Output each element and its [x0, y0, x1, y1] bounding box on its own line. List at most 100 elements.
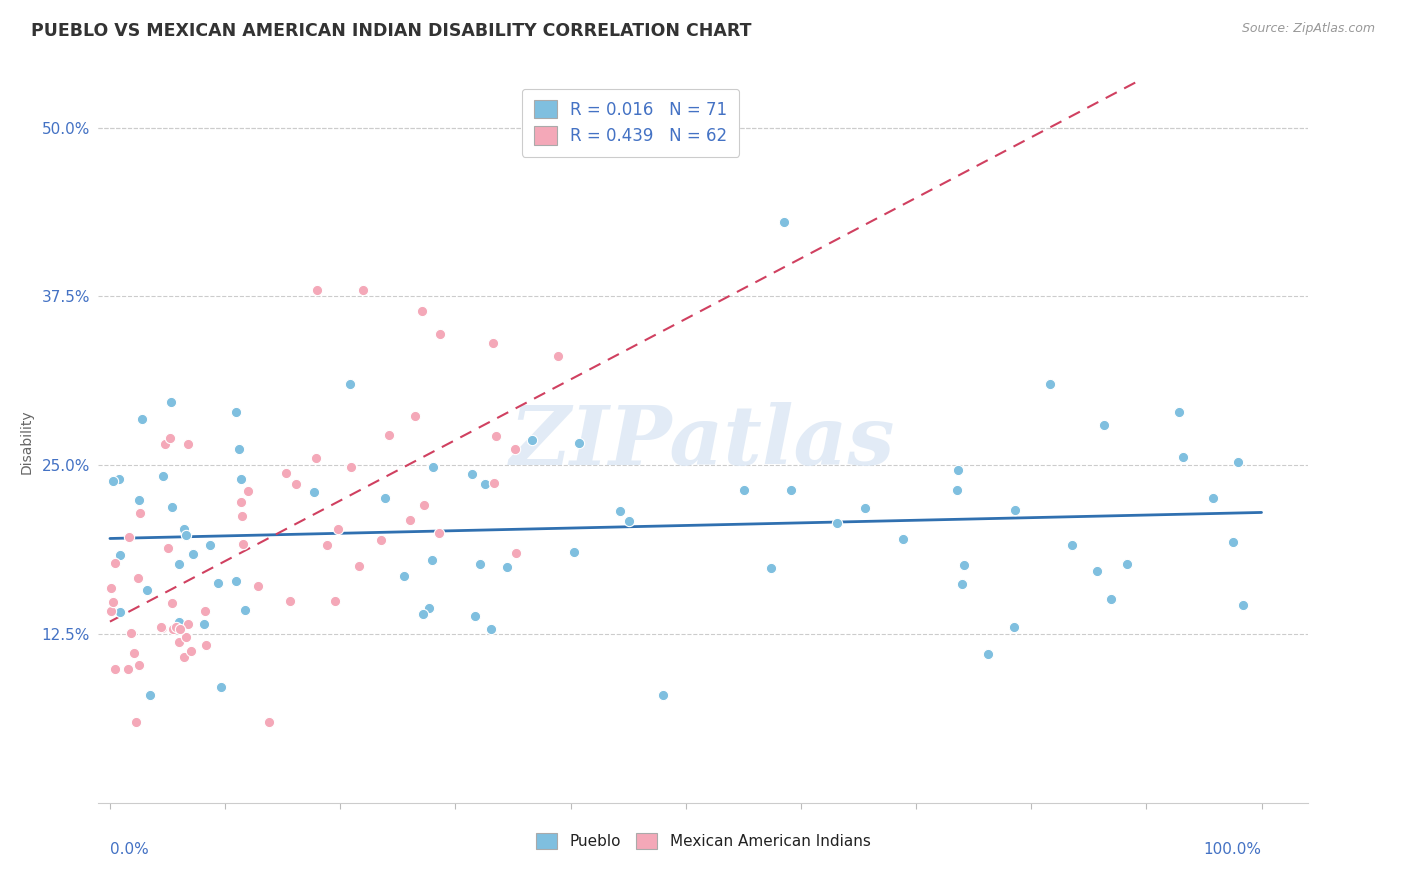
Point	[152, 468, 174, 483]
Text: 0.0%: 0.0%	[110, 842, 149, 856]
Point	[948, 463, 970, 477]
Point	[285, 477, 308, 491]
Point	[173, 522, 195, 536]
Point	[474, 477, 496, 491]
Point	[174, 527, 197, 541]
Point	[780, 483, 803, 497]
Point	[157, 541, 180, 555]
Point	[177, 616, 200, 631]
Point	[110, 549, 132, 563]
Point	[209, 680, 232, 694]
Point	[1085, 565, 1108, 579]
Point	[496, 559, 519, 574]
Point	[482, 475, 505, 490]
Point	[153, 437, 176, 451]
Point	[302, 485, 325, 500]
Point	[165, 620, 187, 634]
Point	[127, 571, 149, 585]
Point	[193, 617, 215, 632]
Point	[100, 604, 122, 618]
Point	[370, 533, 392, 547]
Point	[232, 536, 254, 550]
Point	[1002, 620, 1025, 634]
Point	[464, 609, 486, 624]
Point	[1116, 558, 1139, 572]
Point	[177, 436, 200, 450]
Point	[176, 630, 198, 644]
Text: ZIPatlas: ZIPatlas	[510, 401, 896, 482]
Point	[169, 622, 191, 636]
Point	[652, 688, 675, 702]
Point	[231, 472, 253, 486]
Point	[225, 405, 247, 419]
Point	[100, 582, 122, 596]
Point	[427, 526, 450, 541]
Point	[481, 335, 503, 350]
Point	[339, 460, 361, 475]
Point	[167, 635, 190, 649]
Point	[479, 622, 502, 636]
Point	[104, 662, 127, 676]
Point	[125, 714, 148, 729]
Point	[162, 596, 184, 610]
Point	[181, 547, 204, 561]
Point	[1168, 405, 1191, 419]
Point	[412, 607, 434, 621]
Point	[339, 376, 361, 391]
Point	[468, 557, 491, 571]
Point	[104, 556, 127, 570]
Point	[853, 501, 876, 516]
Point	[103, 474, 125, 488]
Point	[1222, 534, 1244, 549]
Point	[399, 513, 422, 527]
Point	[315, 539, 337, 553]
Point	[893, 533, 915, 547]
Point	[128, 657, 150, 672]
Point	[162, 622, 184, 636]
Point	[162, 500, 184, 515]
Point	[505, 546, 527, 560]
Point	[139, 688, 162, 702]
Point	[1039, 377, 1062, 392]
Point	[950, 576, 973, 591]
Point	[236, 484, 259, 499]
Point	[131, 412, 153, 426]
Point	[946, 483, 969, 497]
Point	[233, 603, 256, 617]
Point	[1060, 539, 1083, 553]
Point	[347, 558, 370, 573]
Text: 100.0%: 100.0%	[1204, 842, 1261, 856]
Point	[422, 459, 444, 474]
Point	[167, 557, 190, 571]
Point	[825, 516, 848, 531]
Point	[772, 215, 794, 229]
Point	[257, 714, 280, 729]
Point	[120, 626, 142, 640]
Point	[194, 604, 217, 618]
Point	[198, 538, 221, 552]
Point	[977, 647, 1000, 661]
Text: PUEBLO VS MEXICAN AMERICAN INDIAN DISABILITY CORRELATION CHART: PUEBLO VS MEXICAN AMERICAN INDIAN DISABI…	[31, 22, 751, 40]
Point	[759, 561, 782, 575]
Point	[278, 594, 301, 608]
Point	[733, 483, 755, 498]
Legend: Pueblo, Mexican American Indians: Pueblo, Mexican American Indians	[524, 822, 882, 860]
Point	[207, 575, 229, 590]
Point	[231, 508, 253, 523]
Point	[562, 545, 585, 559]
Point	[420, 553, 443, 567]
Point	[323, 594, 346, 608]
Point	[149, 620, 172, 634]
Point	[305, 450, 328, 465]
Point	[118, 530, 141, 544]
Point	[150, 621, 173, 635]
Point	[246, 579, 269, 593]
Point	[159, 395, 181, 409]
Point	[159, 431, 181, 445]
Point	[136, 582, 159, 597]
Point	[225, 574, 247, 588]
Point	[173, 650, 195, 665]
Point	[392, 569, 415, 583]
Point	[547, 349, 569, 363]
Point	[101, 595, 124, 609]
